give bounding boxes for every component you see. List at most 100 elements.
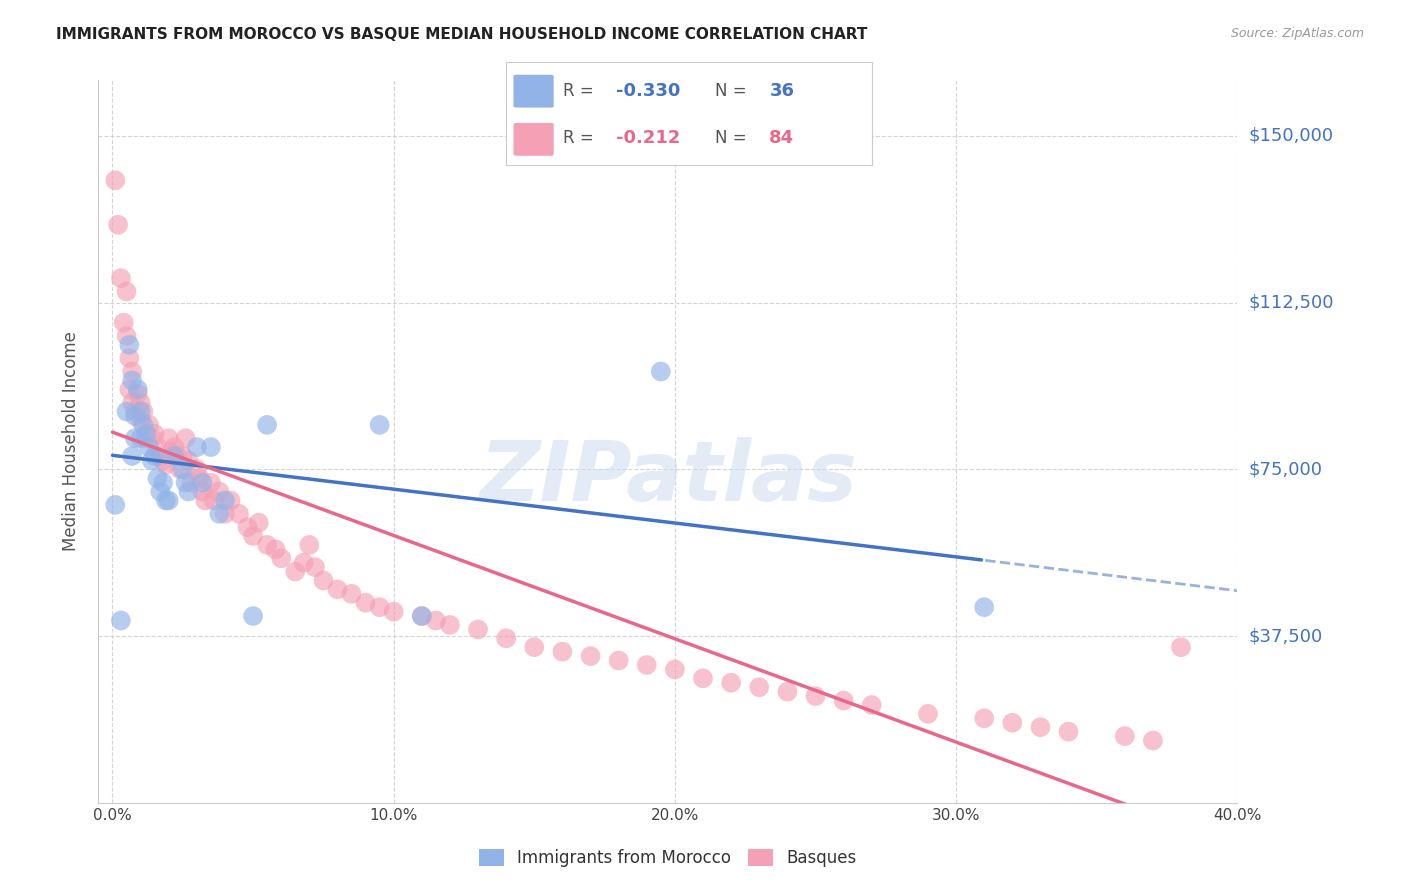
Point xyxy=(115,285,138,299)
Point xyxy=(551,645,574,659)
Point xyxy=(115,329,138,343)
Text: R =: R = xyxy=(562,82,599,100)
Point xyxy=(191,484,214,499)
Point xyxy=(152,453,174,467)
Point xyxy=(191,475,214,490)
Point xyxy=(256,538,278,552)
Point xyxy=(284,565,307,579)
Text: $37,500: $37,500 xyxy=(1249,627,1323,645)
Point xyxy=(129,413,152,427)
Point xyxy=(1057,724,1080,739)
Point xyxy=(143,449,166,463)
Point xyxy=(523,640,546,655)
Point xyxy=(650,364,672,378)
Point xyxy=(214,493,236,508)
Point xyxy=(177,453,200,467)
Point xyxy=(141,431,163,445)
Point xyxy=(107,218,129,232)
Point xyxy=(382,605,405,619)
Point xyxy=(135,426,157,441)
Point xyxy=(242,609,264,624)
Point xyxy=(219,493,242,508)
Point xyxy=(180,475,202,490)
Point xyxy=(200,475,222,490)
Point xyxy=(368,600,391,615)
Point xyxy=(411,609,433,624)
Point xyxy=(104,498,127,512)
Point xyxy=(127,386,149,401)
Point xyxy=(340,587,363,601)
Point xyxy=(1114,729,1136,743)
Point xyxy=(146,471,169,485)
Text: Source: ZipAtlas.com: Source: ZipAtlas.com xyxy=(1230,27,1364,40)
Point xyxy=(166,449,188,463)
Point xyxy=(141,453,163,467)
Point xyxy=(143,426,166,441)
Point xyxy=(129,404,152,418)
Point xyxy=(118,382,141,396)
Point xyxy=(163,440,186,454)
Point xyxy=(124,431,146,445)
Point xyxy=(160,444,183,458)
Point xyxy=(127,382,149,396)
Point xyxy=(129,431,152,445)
Point xyxy=(200,440,222,454)
Point xyxy=(118,351,141,366)
Point xyxy=(1001,715,1024,730)
Point xyxy=(157,431,180,445)
Text: -0.212: -0.212 xyxy=(616,129,681,147)
Text: IMMIGRANTS FROM MOROCCO VS BASQUE MEDIAN HOUSEHOLD INCOME CORRELATION CHART: IMMIGRANTS FROM MOROCCO VS BASQUE MEDIAN… xyxy=(56,27,868,42)
Text: 36: 36 xyxy=(769,82,794,100)
Point xyxy=(804,689,827,703)
Point xyxy=(495,632,517,646)
Point xyxy=(104,173,127,187)
Point xyxy=(368,417,391,432)
FancyBboxPatch shape xyxy=(513,75,554,108)
Point xyxy=(112,316,135,330)
Point xyxy=(242,529,264,543)
Point xyxy=(720,675,742,690)
Point xyxy=(304,560,326,574)
Point xyxy=(776,684,799,698)
Point xyxy=(172,462,194,476)
Point xyxy=(1170,640,1192,655)
Point xyxy=(256,417,278,432)
Text: ZIPatlas: ZIPatlas xyxy=(479,437,856,518)
Point xyxy=(194,493,217,508)
Point xyxy=(411,609,433,624)
Point xyxy=(298,538,321,552)
Point xyxy=(973,711,995,725)
Point xyxy=(208,484,231,499)
Point xyxy=(292,556,315,570)
Point xyxy=(155,458,177,472)
Point xyxy=(247,516,270,530)
Point xyxy=(1029,720,1052,734)
Point xyxy=(172,449,194,463)
Text: $150,000: $150,000 xyxy=(1249,127,1333,145)
Point xyxy=(149,449,172,463)
Point xyxy=(157,493,180,508)
Point xyxy=(832,693,855,707)
Point xyxy=(177,484,200,499)
Point xyxy=(917,706,939,721)
Point xyxy=(174,431,197,445)
Point xyxy=(152,475,174,490)
Point xyxy=(121,373,143,387)
Text: N =: N = xyxy=(714,129,751,147)
Text: $112,500: $112,500 xyxy=(1249,293,1334,311)
Point xyxy=(110,271,132,285)
Point xyxy=(636,657,658,672)
Point xyxy=(163,449,186,463)
Point xyxy=(174,475,197,490)
Point xyxy=(121,395,143,409)
Point xyxy=(118,338,141,352)
Point xyxy=(467,623,489,637)
Point xyxy=(121,449,143,463)
Point xyxy=(135,431,157,445)
Point xyxy=(155,493,177,508)
Point xyxy=(607,653,630,667)
Point xyxy=(692,671,714,685)
Point xyxy=(664,662,686,676)
Point xyxy=(138,417,160,432)
Point xyxy=(110,614,132,628)
